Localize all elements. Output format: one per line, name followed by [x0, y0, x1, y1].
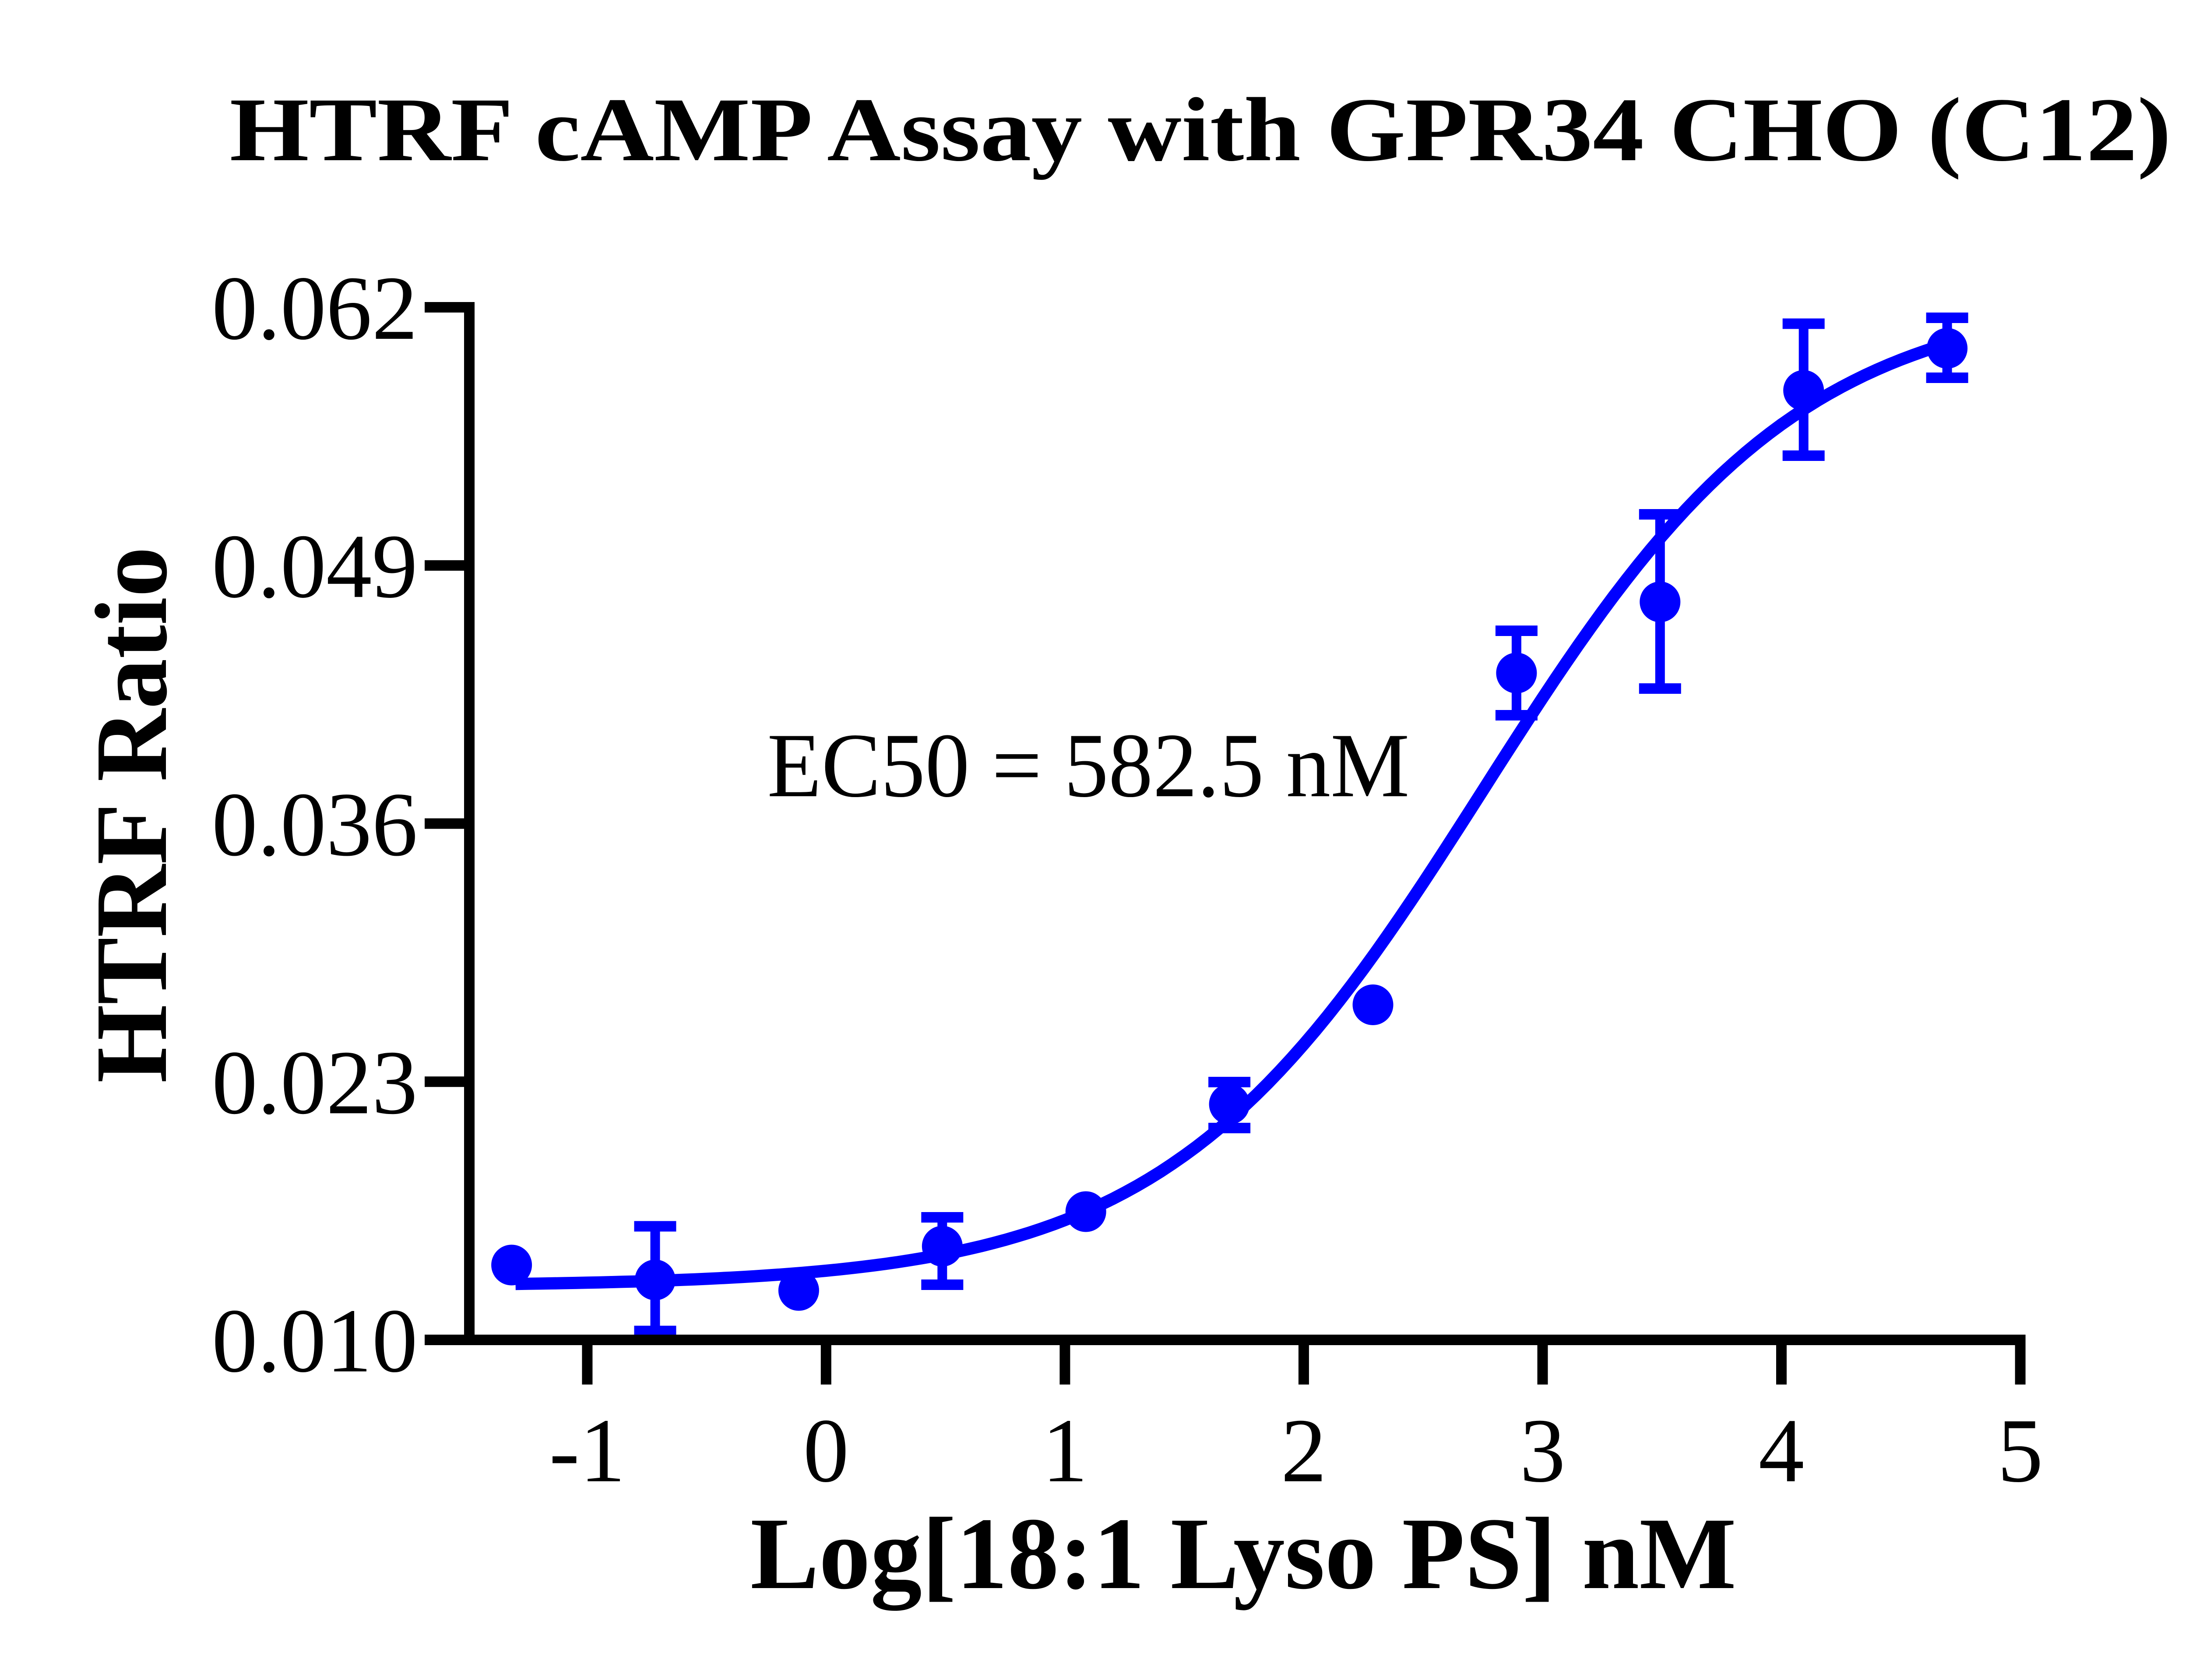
svg-text:0.023: 0.023 [212, 1032, 418, 1133]
svg-text:3: 3 [1520, 1400, 1566, 1501]
svg-text:EC50 = 582.5 nM: EC50 = 582.5 nM [767, 715, 1410, 816]
svg-text:0.062: 0.062 [212, 258, 418, 359]
svg-text:0.010: 0.010 [212, 1290, 418, 1392]
svg-text:HTRF Ratio: HTRF Ratio [74, 547, 188, 1083]
svg-text:0.049: 0.049 [212, 516, 418, 617]
svg-text:HTRF cAMP Assay with GPR34 CHO: HTRF cAMP Assay with GPR34 CHO (C12) [230, 79, 2171, 180]
svg-text:0: 0 [803, 1400, 849, 1501]
svg-text:4: 4 [1759, 1400, 1805, 1501]
svg-text:-1: -1 [549, 1400, 625, 1501]
svg-text:1: 1 [1042, 1400, 1088, 1501]
svg-text:0.036: 0.036 [212, 774, 418, 875]
svg-text:2: 2 [1281, 1400, 1327, 1501]
svg-text:Log[18:1 Lyso PS] nM: Log[18:1 Lyso PS] nM [750, 1497, 1736, 1611]
svg-text:5: 5 [1997, 1400, 2043, 1501]
